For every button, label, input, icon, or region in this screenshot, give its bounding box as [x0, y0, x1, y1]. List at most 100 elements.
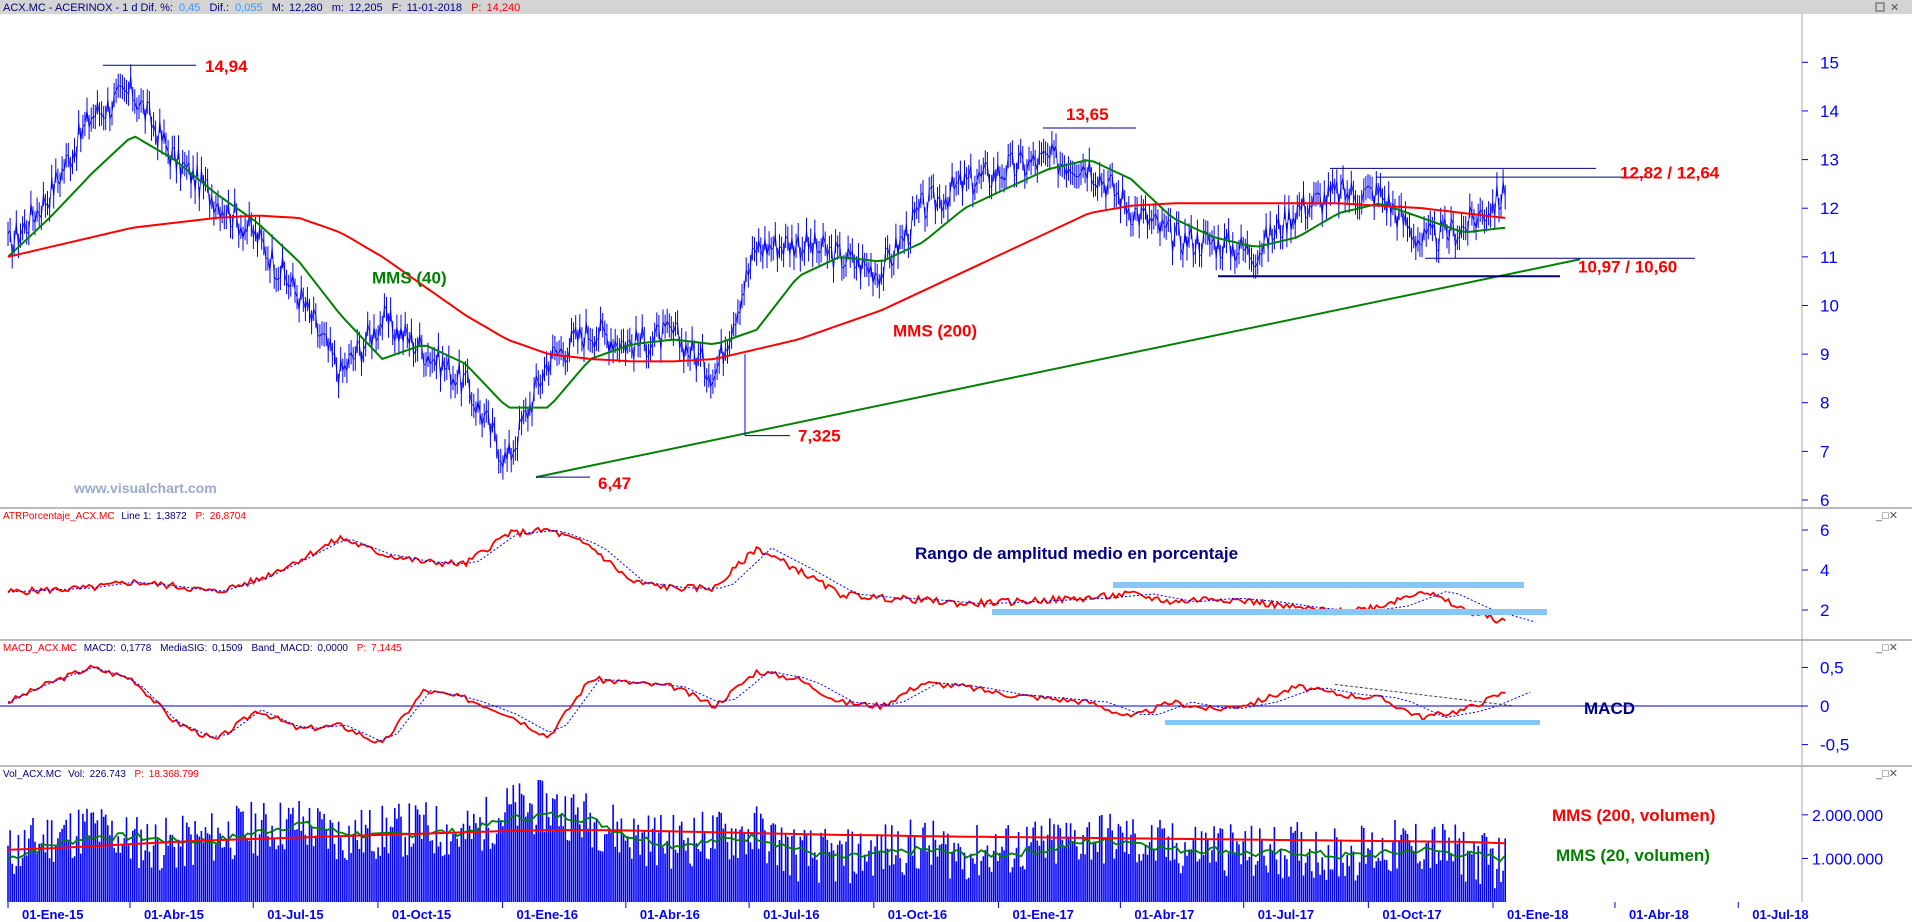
watermark: www.visualchart.com [73, 480, 217, 496]
axes: 6 7 8 9 10 11 12 13 14 15 2 4 6 0,5 0 -0,5 2.000.000 1.00… [7, 53, 1883, 922]
vol-panel-header: Vol_ACX.MC Vol: 226.743 P: 18.368.799 [3, 769, 199, 780]
x-tick-label: 01-Ene-16 [517, 907, 578, 922]
x-tick-label: 01-Oct-17 [1382, 907, 1441, 922]
header-text: ACX.MC - ACERINOX - 1 d Dif. %: 0,45 Dif… [3, 2, 520, 14]
price-y-tick-label: 12 [1820, 199, 1839, 218]
x-tick-label: 01-Ene-15 [22, 907, 83, 922]
atr-p-value: 26,8704 [210, 511, 247, 522]
header-max: 12,280 [289, 2, 323, 14]
annotation-mms200: MMS (200) [893, 322, 977, 341]
x-tick-label: 01-Ene-18 [1507, 907, 1568, 922]
header-last-label: P: [471, 2, 481, 14]
header-max-label: M: [272, 2, 284, 14]
macd-panel-header: MACD_ACX.MC MACD: 0,1778 MediaSIG: 0,150… [3, 643, 402, 654]
price-y-tick-label: 8 [1820, 394, 1829, 413]
price-y-tick-label: 14 [1820, 102, 1839, 121]
header-dif: 0,055 [235, 2, 263, 14]
price-panel [7, 64, 1695, 480]
annotation-vol-mms20: MMS (20, volumen) [1556, 846, 1710, 865]
price-y-tick-label: 10 [1820, 296, 1839, 315]
price-bars [7, 64, 1506, 480]
x-tick-label: 01-Abr-18 [1629, 907, 1689, 922]
macd-y-tick-label: -0,5 [1820, 736, 1849, 755]
macd-band [1165, 719, 1540, 725]
macd-y-tick-label: 0,5 [1820, 658, 1844, 677]
atr-line-label: Line 1: [121, 511, 151, 522]
vol-mms200-line [7, 829, 1506, 851]
atr-window-buttons[interactable]: _□✕ [1875, 510, 1898, 522]
x-tick-label: 01-Abr-15 [144, 907, 204, 922]
macd-panel [0, 664, 1802, 744]
macd-line [7, 664, 1506, 744]
atr-panel-header: ATRPorcentaje_ACX.MC Line 1: 1,3872 P: 2… [3, 511, 246, 522]
vol-p-label: P: [135, 769, 144, 780]
x-tick-label: 01-Oct-15 [392, 907, 451, 922]
atr-label: ATRPorcentaje_ACX.MC [3, 511, 115, 522]
mms200-line [7, 202, 1506, 363]
close-icon[interactable]: ✕ [1890, 2, 1899, 14]
atr-band-lower [992, 609, 1547, 615]
x-tick-label: 01-Ene-17 [1012, 907, 1073, 922]
macd-macd-label: MACD: [84, 643, 116, 654]
atr-line-value: 1,3872 [156, 511, 187, 522]
x-tick-label: 01-Oct-16 [888, 907, 947, 922]
header-last: 14,240 [487, 2, 521, 14]
macd-sig-label: MediaSIG: [160, 643, 207, 654]
annotation-resistance: 12,82 / 12,64 [1620, 164, 1720, 183]
atr-line [7, 526, 1506, 624]
price-y-tick-label: 9 [1820, 345, 1829, 364]
vol-y-tick-label: 1.000.000 [1812, 851, 1883, 868]
annotation-mms40: MMS (40) [372, 269, 447, 288]
x-tick-label: 01-Jul-18 [1752, 907, 1808, 922]
price-line [7, 76, 1506, 468]
atr-y-tick-label: 6 [1820, 521, 1829, 540]
vol-window-buttons[interactable]: _□✕ [1875, 768, 1898, 780]
mms40-line [7, 135, 1506, 409]
annotations: 14,94 13,65 12,82 / 12,64 10,97 / 10,60 7,32… [205, 57, 1720, 865]
x-tick-label: 01-Jul-16 [763, 907, 819, 922]
annotation-high-2017: 13,65 [1066, 105, 1109, 124]
macd-signal-line [7, 666, 1531, 742]
macd-label: MACD_ACX.MC [3, 643, 77, 654]
macd-window-buttons[interactable]: _□✕ [1875, 642, 1898, 654]
atr-y-tick-label: 4 [1820, 561, 1829, 580]
header-bar [0, 0, 1912, 14]
annotation-low-2016: 6,47 [598, 474, 631, 493]
x-tick-label: 01-Abr-17 [1134, 907, 1194, 922]
price-y-tick-label: 7 [1820, 442, 1829, 461]
atr-signal-line [7, 529, 1536, 623]
vol-vol-value: 226.743 [90, 769, 127, 780]
header-date: 11-01-2018 [407, 2, 462, 14]
price-y-tick-label: 13 [1820, 151, 1839, 170]
macd-panel-title: MACD [1584, 699, 1635, 718]
maximize-icon[interactable] [1875, 2, 1885, 12]
annotation-vol-mms200: MMS (200, volumen) [1552, 806, 1715, 825]
macd-p-value: 7,1445 [371, 643, 402, 654]
annotation-low-2016b: 7,325 [798, 427, 841, 446]
volume-panel [7, 780, 1506, 902]
macd-band-label: Band_MACD: [251, 643, 312, 654]
header-min: 12,205 [349, 2, 383, 14]
annotation-high-2015: 14,94 [205, 57, 248, 76]
x-tick-label: 01-Abr-16 [640, 907, 700, 922]
vol-y-tick-label: 2.000.000 [1812, 808, 1883, 825]
macd-band-value: 0,0000 [317, 643, 348, 654]
macd-macd-value: 0,1778 [121, 643, 152, 654]
atr-p-label: P: [196, 511, 205, 522]
header-min-label: m: [332, 2, 344, 14]
vol-label: Vol_ACX.MC [3, 769, 61, 780]
annotation-support: 10,97 / 10,60 [1578, 258, 1677, 277]
vol-p-value: 18.368.799 [149, 769, 199, 780]
atr-panel-title: Rango de amplitud medio en porcentaje [915, 544, 1238, 563]
x-tick-label: 01-Jul-17 [1258, 907, 1314, 922]
header-ticker: ACX.MC - ACERINOX - 1 d Dif. %: [3, 2, 173, 14]
price-y-tick-label: 11 [1820, 248, 1838, 267]
header-dif-label: Dif.: [209, 2, 229, 14]
macd-p-label: P: [357, 643, 366, 654]
price-y-tick-label: 15 [1820, 53, 1839, 72]
header-date-label: F: [392, 2, 402, 14]
vol-vol-label: Vol: [68, 769, 85, 780]
price-y-tick-label: 6 [1820, 491, 1829, 510]
header-window-buttons[interactable]: ✕ [1875, 2, 1899, 14]
